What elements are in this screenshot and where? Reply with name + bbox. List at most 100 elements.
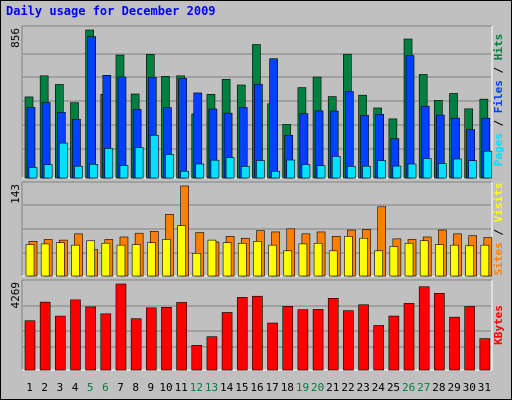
pages-bar — [301, 164, 311, 179]
x-tick-label: 4 — [72, 381, 79, 394]
x-tick-label: 16 — [250, 381, 263, 394]
x-tick-label: 9 — [148, 381, 155, 394]
pages-bar — [43, 164, 53, 179]
x-tick-label: 28 — [432, 381, 445, 394]
files-bar — [178, 78, 187, 179]
kbytes-bar — [297, 309, 309, 371]
pages-bar — [59, 142, 68, 179]
x-tick-label: 21 — [326, 381, 339, 394]
visits-bar — [450, 244, 459, 277]
pages-bar — [256, 160, 265, 179]
visits-bar — [419, 240, 429, 277]
kbytes-bar — [130, 318, 142, 371]
x-tick-label: 22 — [341, 381, 354, 394]
x-tick-label: 6 — [102, 381, 109, 394]
kbytes-bar — [70, 299, 81, 371]
x-tick-label: 18 — [281, 381, 294, 394]
x-tick-label: 12 — [190, 381, 203, 394]
visits-bar — [101, 242, 111, 277]
visits-bar — [192, 253, 202, 277]
kbytes-bar — [434, 292, 445, 371]
visits-bar — [116, 244, 126, 277]
visits-bar — [86, 240, 95, 277]
legend-hits-files-pages: Pages / Files / Hits — [492, 34, 505, 167]
kbytes-bar — [327, 298, 339, 371]
kbytes-bar — [55, 315, 66, 371]
pages-bar — [468, 160, 477, 179]
kbytes-bar — [388, 315, 400, 371]
kbytes-bar — [312, 309, 324, 371]
legend-visits: Visits — [492, 183, 505, 223]
pages-bar — [74, 165, 83, 179]
pages-bar — [271, 170, 280, 179]
kbytes-bar — [24, 320, 36, 371]
pages-bar — [180, 170, 189, 179]
visits-bar — [237, 242, 247, 277]
pages-bar — [165, 154, 174, 179]
kbytes-bar — [464, 306, 475, 371]
visits-bar — [177, 225, 186, 277]
x-tick-label: 26 — [402, 381, 415, 394]
visits-bar — [465, 245, 474, 277]
x-tick-label: 27 — [417, 381, 430, 394]
x-tick-label: 11 — [175, 381, 188, 394]
files-bar — [269, 58, 278, 179]
x-tick-label: 7 — [117, 381, 124, 394]
x-tick-label: 5 — [87, 381, 94, 394]
visits-bar — [268, 244, 277, 277]
kbytes-bar — [358, 304, 369, 371]
x-tick-label: 14 — [220, 381, 234, 394]
visits-bar — [40, 243, 50, 277]
visits-bar — [328, 250, 338, 277]
visits-bar — [56, 242, 65, 277]
kbytes-bar — [85, 306, 96, 371]
x-tick-label: 25 — [387, 381, 400, 394]
pages-bar — [28, 167, 38, 179]
pages-bar — [453, 158, 462, 179]
y-max-label: 143 — [9, 184, 22, 204]
x-tick-label: 24 — [372, 381, 386, 394]
x-tick-label: 23 — [357, 381, 370, 394]
visits-bar — [344, 236, 353, 277]
pages-bar — [483, 150, 493, 179]
kbytes-bar — [373, 325, 385, 371]
x-tick-label: 15 — [235, 381, 248, 394]
x-tick-label: 31 — [478, 381, 491, 394]
pages-bar — [225, 157, 235, 179]
kbytes-bar — [221, 312, 233, 371]
kbytes-bar — [267, 322, 278, 371]
kbytes-bar — [282, 306, 294, 371]
kbytes-bar — [418, 286, 430, 371]
pages-bar — [347, 166, 356, 179]
pages-bar — [104, 148, 114, 179]
pages-bar — [286, 159, 296, 179]
legend-sites: Sites — [492, 242, 505, 275]
x-tick-label: 13 — [205, 381, 218, 394]
files-bar — [87, 36, 96, 179]
pages-bar — [316, 165, 326, 179]
kbytes-bar — [449, 316, 460, 371]
visits-bar — [146, 242, 156, 277]
visits-bar — [374, 250, 384, 277]
legend-files: Files — [492, 80, 505, 113]
visits-bar — [389, 246, 399, 277]
kbytes-bar — [100, 313, 112, 371]
pages-bar — [438, 163, 447, 179]
pages-bar — [210, 159, 220, 179]
kbytes-bar — [115, 283, 127, 371]
legend-kbytes: KBytes — [492, 305, 505, 345]
kbytes-bar — [206, 336, 218, 371]
pages-bar — [119, 165, 129, 179]
x-tick-label: 19 — [296, 381, 309, 394]
y-max-label: 856 — [9, 28, 22, 48]
visits-bar — [359, 237, 368, 277]
kbytes-bar — [403, 303, 415, 371]
pages-bar — [377, 160, 387, 179]
kbytes-bar — [343, 310, 354, 371]
legend-visits-sites: Sites / Visits — [492, 183, 505, 276]
kbytes-bar — [145, 307, 157, 371]
pages-bar — [240, 166, 250, 179]
pages-bar — [195, 163, 205, 179]
legend-kbytes: KBytes — [492, 305, 505, 345]
